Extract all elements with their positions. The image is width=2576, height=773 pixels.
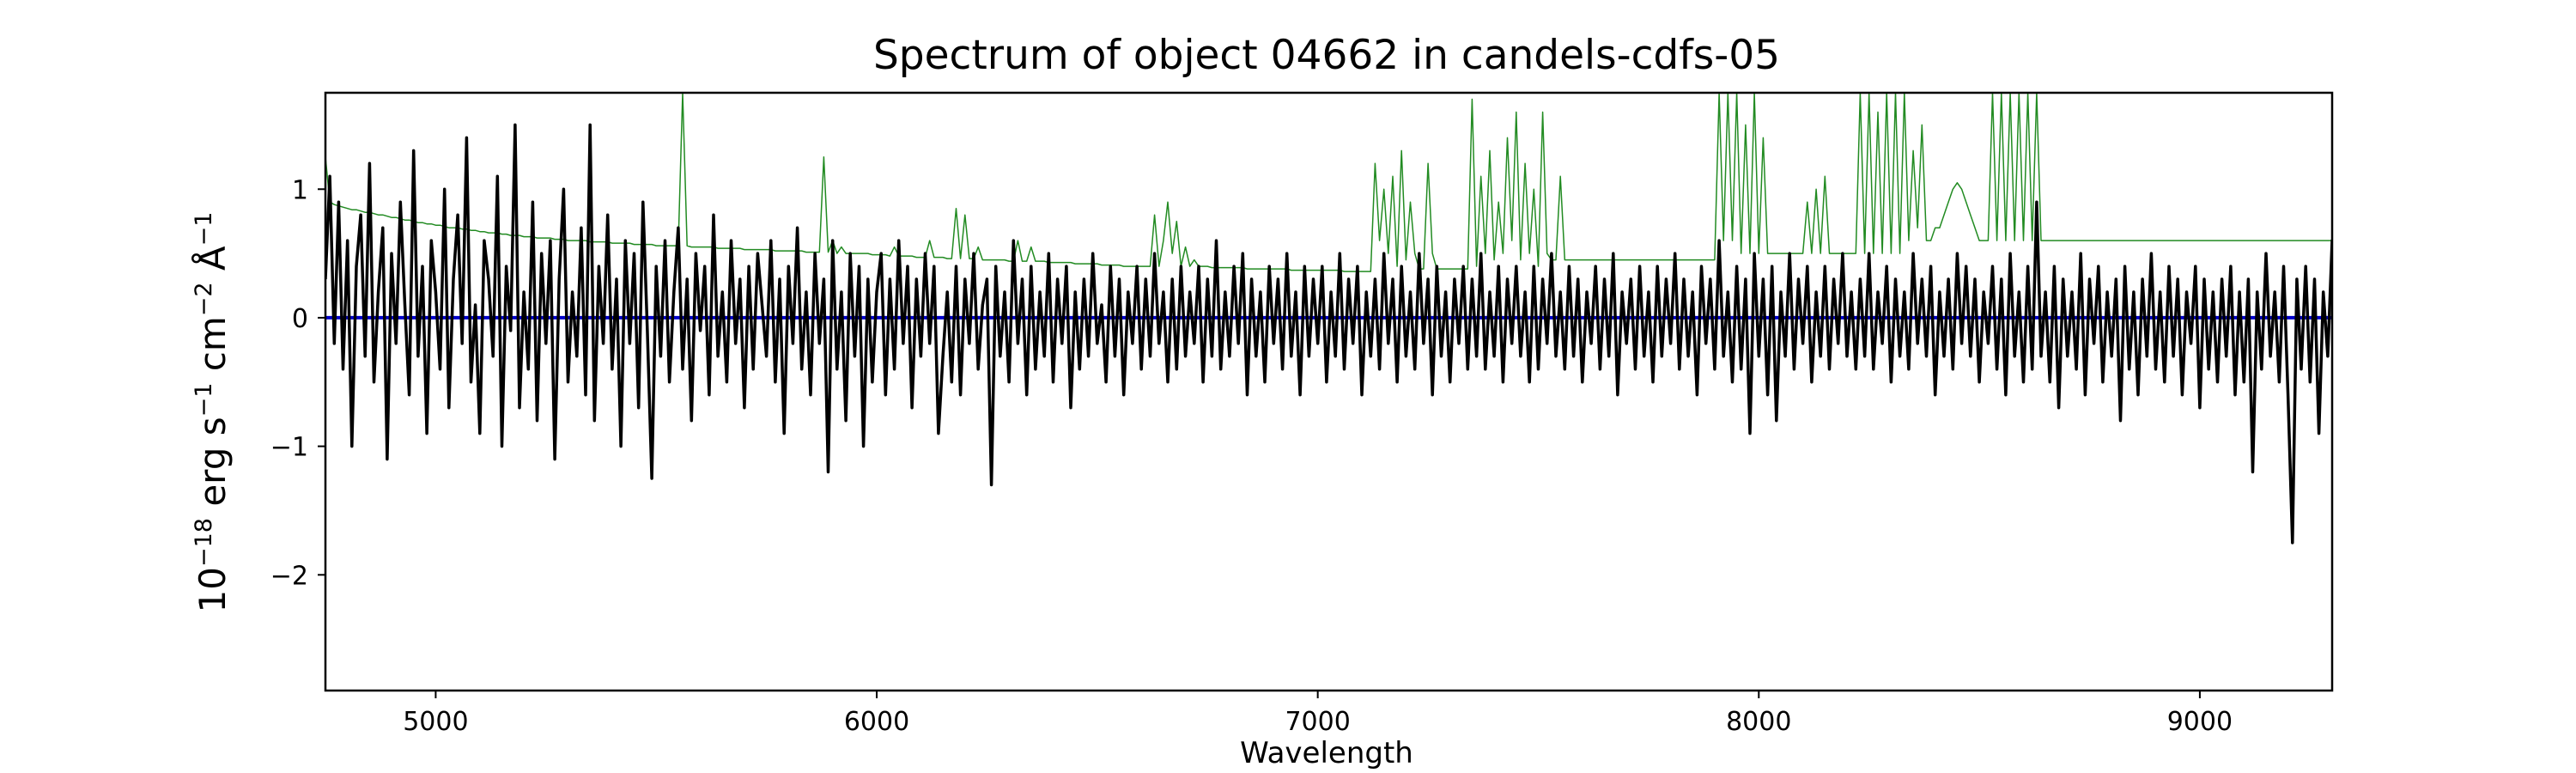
y-tick-label: 0 [292, 304, 308, 334]
plot-frame [324, 91, 2334, 692]
x-tick-label: 7000 [1285, 707, 1350, 737]
axis-ticks: 5000 6000 7000 8000 9000 1 0 −1 −2 [270, 175, 2233, 737]
y-tick-label: −1 [270, 433, 308, 463]
error-series-line [325, 93, 2332, 272]
flux-series-line [325, 123, 2332, 545]
y-axis-label: 10−18 erg s−1 cm−2 Å−1 [191, 212, 234, 613]
x-tick-label: 5000 [403, 707, 468, 737]
y-tick-label: −2 [270, 561, 308, 591]
y-tick-label: 1 [292, 175, 308, 205]
x-tick-label: 9000 [2167, 707, 2233, 737]
chart-title: Spectrum of object 04662 in candels-cdfs… [873, 32, 1780, 79]
x-axis-label: Wavelength [1240, 736, 1413, 770]
x-tick-label: 6000 [844, 707, 909, 737]
plot-area [325, 93, 2332, 545]
x-tick-label: 8000 [1726, 707, 1791, 737]
